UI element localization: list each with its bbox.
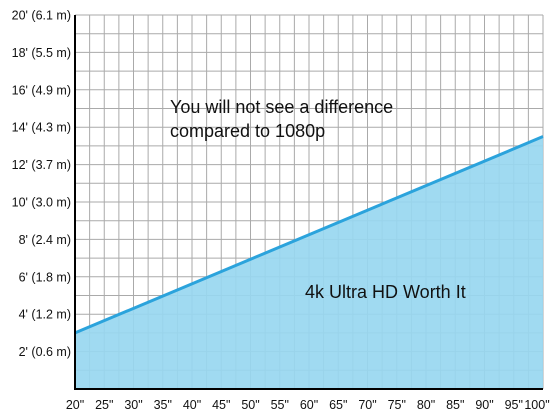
axis-layer: [74, 15, 543, 390]
x-tick-label: 40": [183, 398, 201, 412]
x-tick-label: 65": [329, 398, 347, 412]
x-tick-label: 55": [271, 398, 289, 412]
annotation-layer: You will not see a difference compared t…: [170, 97, 466, 302]
y-tick-label: 2' (0.6 m): [19, 345, 71, 359]
y-tick-label: 12' (3.7 m): [12, 158, 71, 172]
threshold-line: [74, 135, 544, 335]
x-tick-labels: 20" 25" 30" 35" 40" 45" 50" 55" 60" 65" 70" 75" 80" 8…: [66, 398, 550, 412]
annotation-no-difference-line2: compared to 1080p: [170, 121, 325, 141]
x-tick-label: 80": [417, 398, 435, 412]
y-tick-label: 18' (5.5 m): [12, 46, 71, 60]
y-tick-label: 6' (1.8 m): [19, 270, 71, 284]
x-tick-label: 50": [241, 398, 259, 412]
y-tick-label: 20' (6.1 m): [12, 9, 71, 23]
worth-it-area: [75, 136, 543, 389]
annotation-4k-worth-it: 4k Ultra HD Worth It: [305, 282, 466, 302]
y-tick-label: 14' (4.3 m): [12, 121, 71, 135]
x-tick-label: 35": [154, 398, 172, 412]
x-tick-label: 95": [505, 398, 523, 412]
area-layer: [74, 135, 544, 389]
annotation-no-difference-line1: You will not see a difference: [170, 97, 393, 117]
x-tick-label: 20": [66, 398, 84, 412]
x-tick-label: 90": [475, 398, 493, 412]
x-tick-label: 85": [446, 398, 464, 412]
y-tick-label: 4' (1.2 m): [19, 308, 71, 322]
y-tick-label: 8' (2.4 m): [19, 233, 71, 247]
x-tick-label: 100": [524, 398, 549, 412]
x-tick-label: 60": [300, 398, 318, 412]
x-tick-label: 45": [212, 398, 230, 412]
x-tick-label: 30": [124, 398, 142, 412]
x-tick-label: 75": [388, 398, 406, 412]
x-tick-label: 25": [95, 398, 113, 412]
y-tick-labels: 2' (0.6 m) 4' (1.2 m) 6' (1.8 m) 8' (2.4 m)…: [12, 9, 71, 360]
x-tick-label: 70": [358, 398, 376, 412]
y-tick-label: 16' (4.9 m): [12, 83, 71, 97]
y-tick-label: 10' (3.0 m): [12, 196, 71, 210]
